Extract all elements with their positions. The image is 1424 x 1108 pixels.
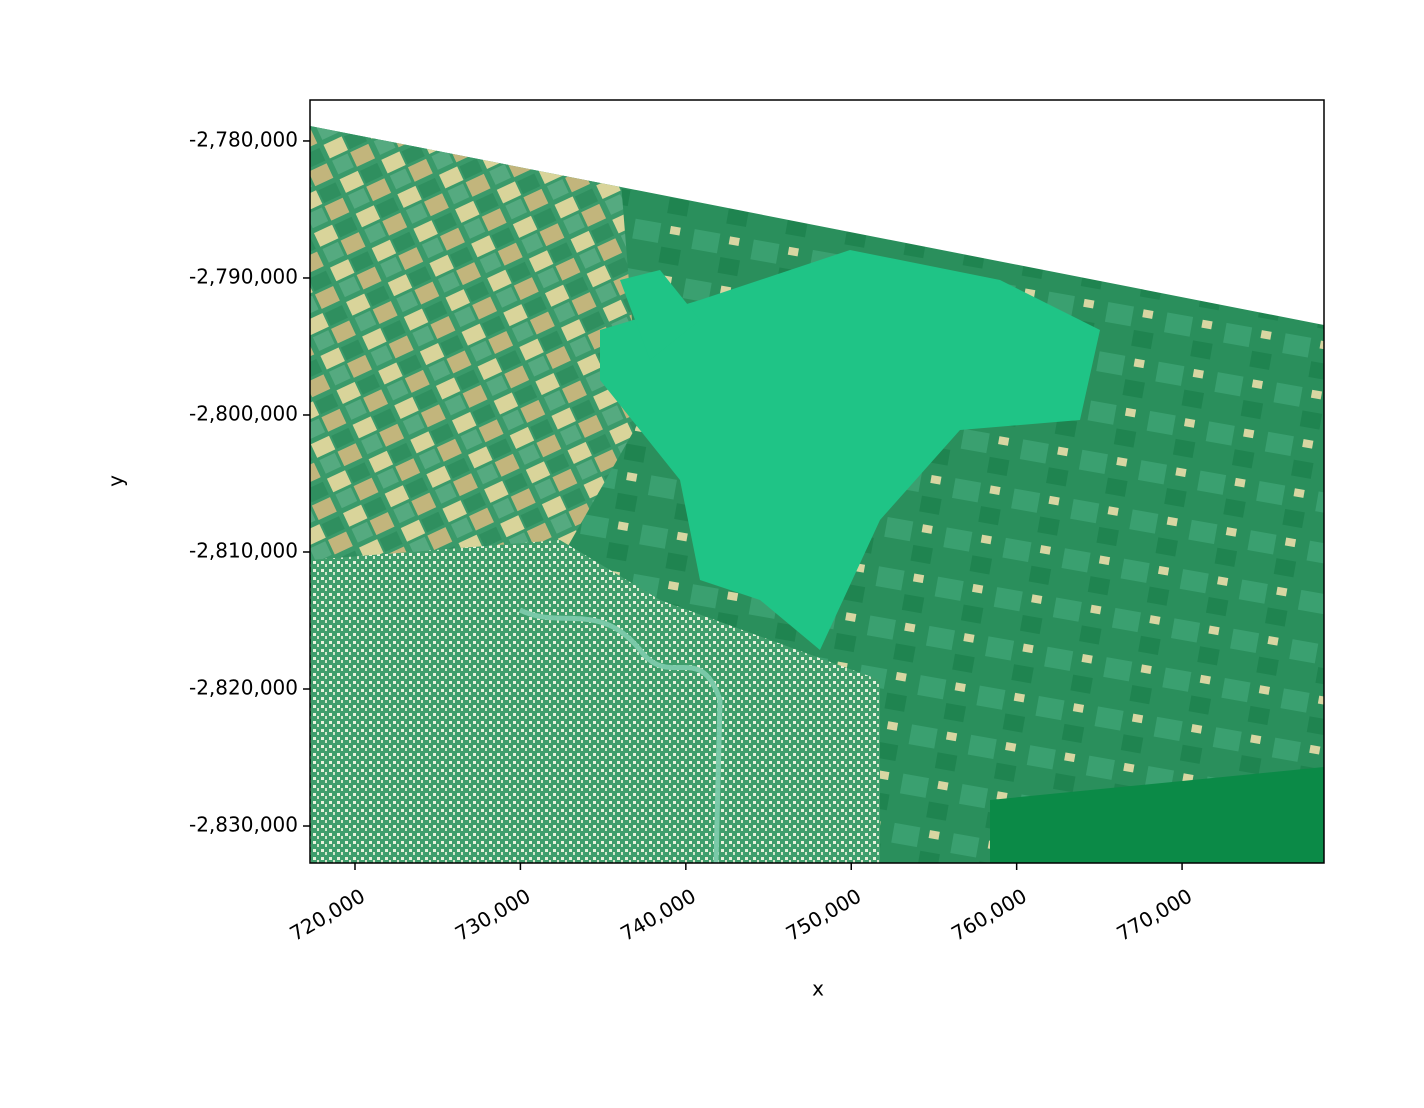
x-tick-label: 730,000 xyxy=(451,884,535,946)
raster-image xyxy=(310,126,1324,863)
x-tick-label: 760,000 xyxy=(947,884,1031,946)
y-tick-label: -2,790,000 xyxy=(189,264,298,288)
y-tick-label: -2,800,000 xyxy=(189,401,298,425)
y-tick-label: -2,810,000 xyxy=(189,538,298,562)
x-tick-label: 750,000 xyxy=(782,884,866,946)
y-tick-label: -2,820,000 xyxy=(189,675,298,699)
y-axis-label: y xyxy=(104,475,128,487)
y-tick-label: -2,830,000 xyxy=(189,813,298,837)
x-axis-label: x xyxy=(812,977,824,1001)
x-tick-label: 740,000 xyxy=(616,884,700,946)
y-tick-label: -2,780,000 xyxy=(189,127,298,151)
plot-frame xyxy=(309,99,1325,864)
x-tick-label: 770,000 xyxy=(1113,884,1197,946)
x-tick-label: 720,000 xyxy=(285,884,369,946)
